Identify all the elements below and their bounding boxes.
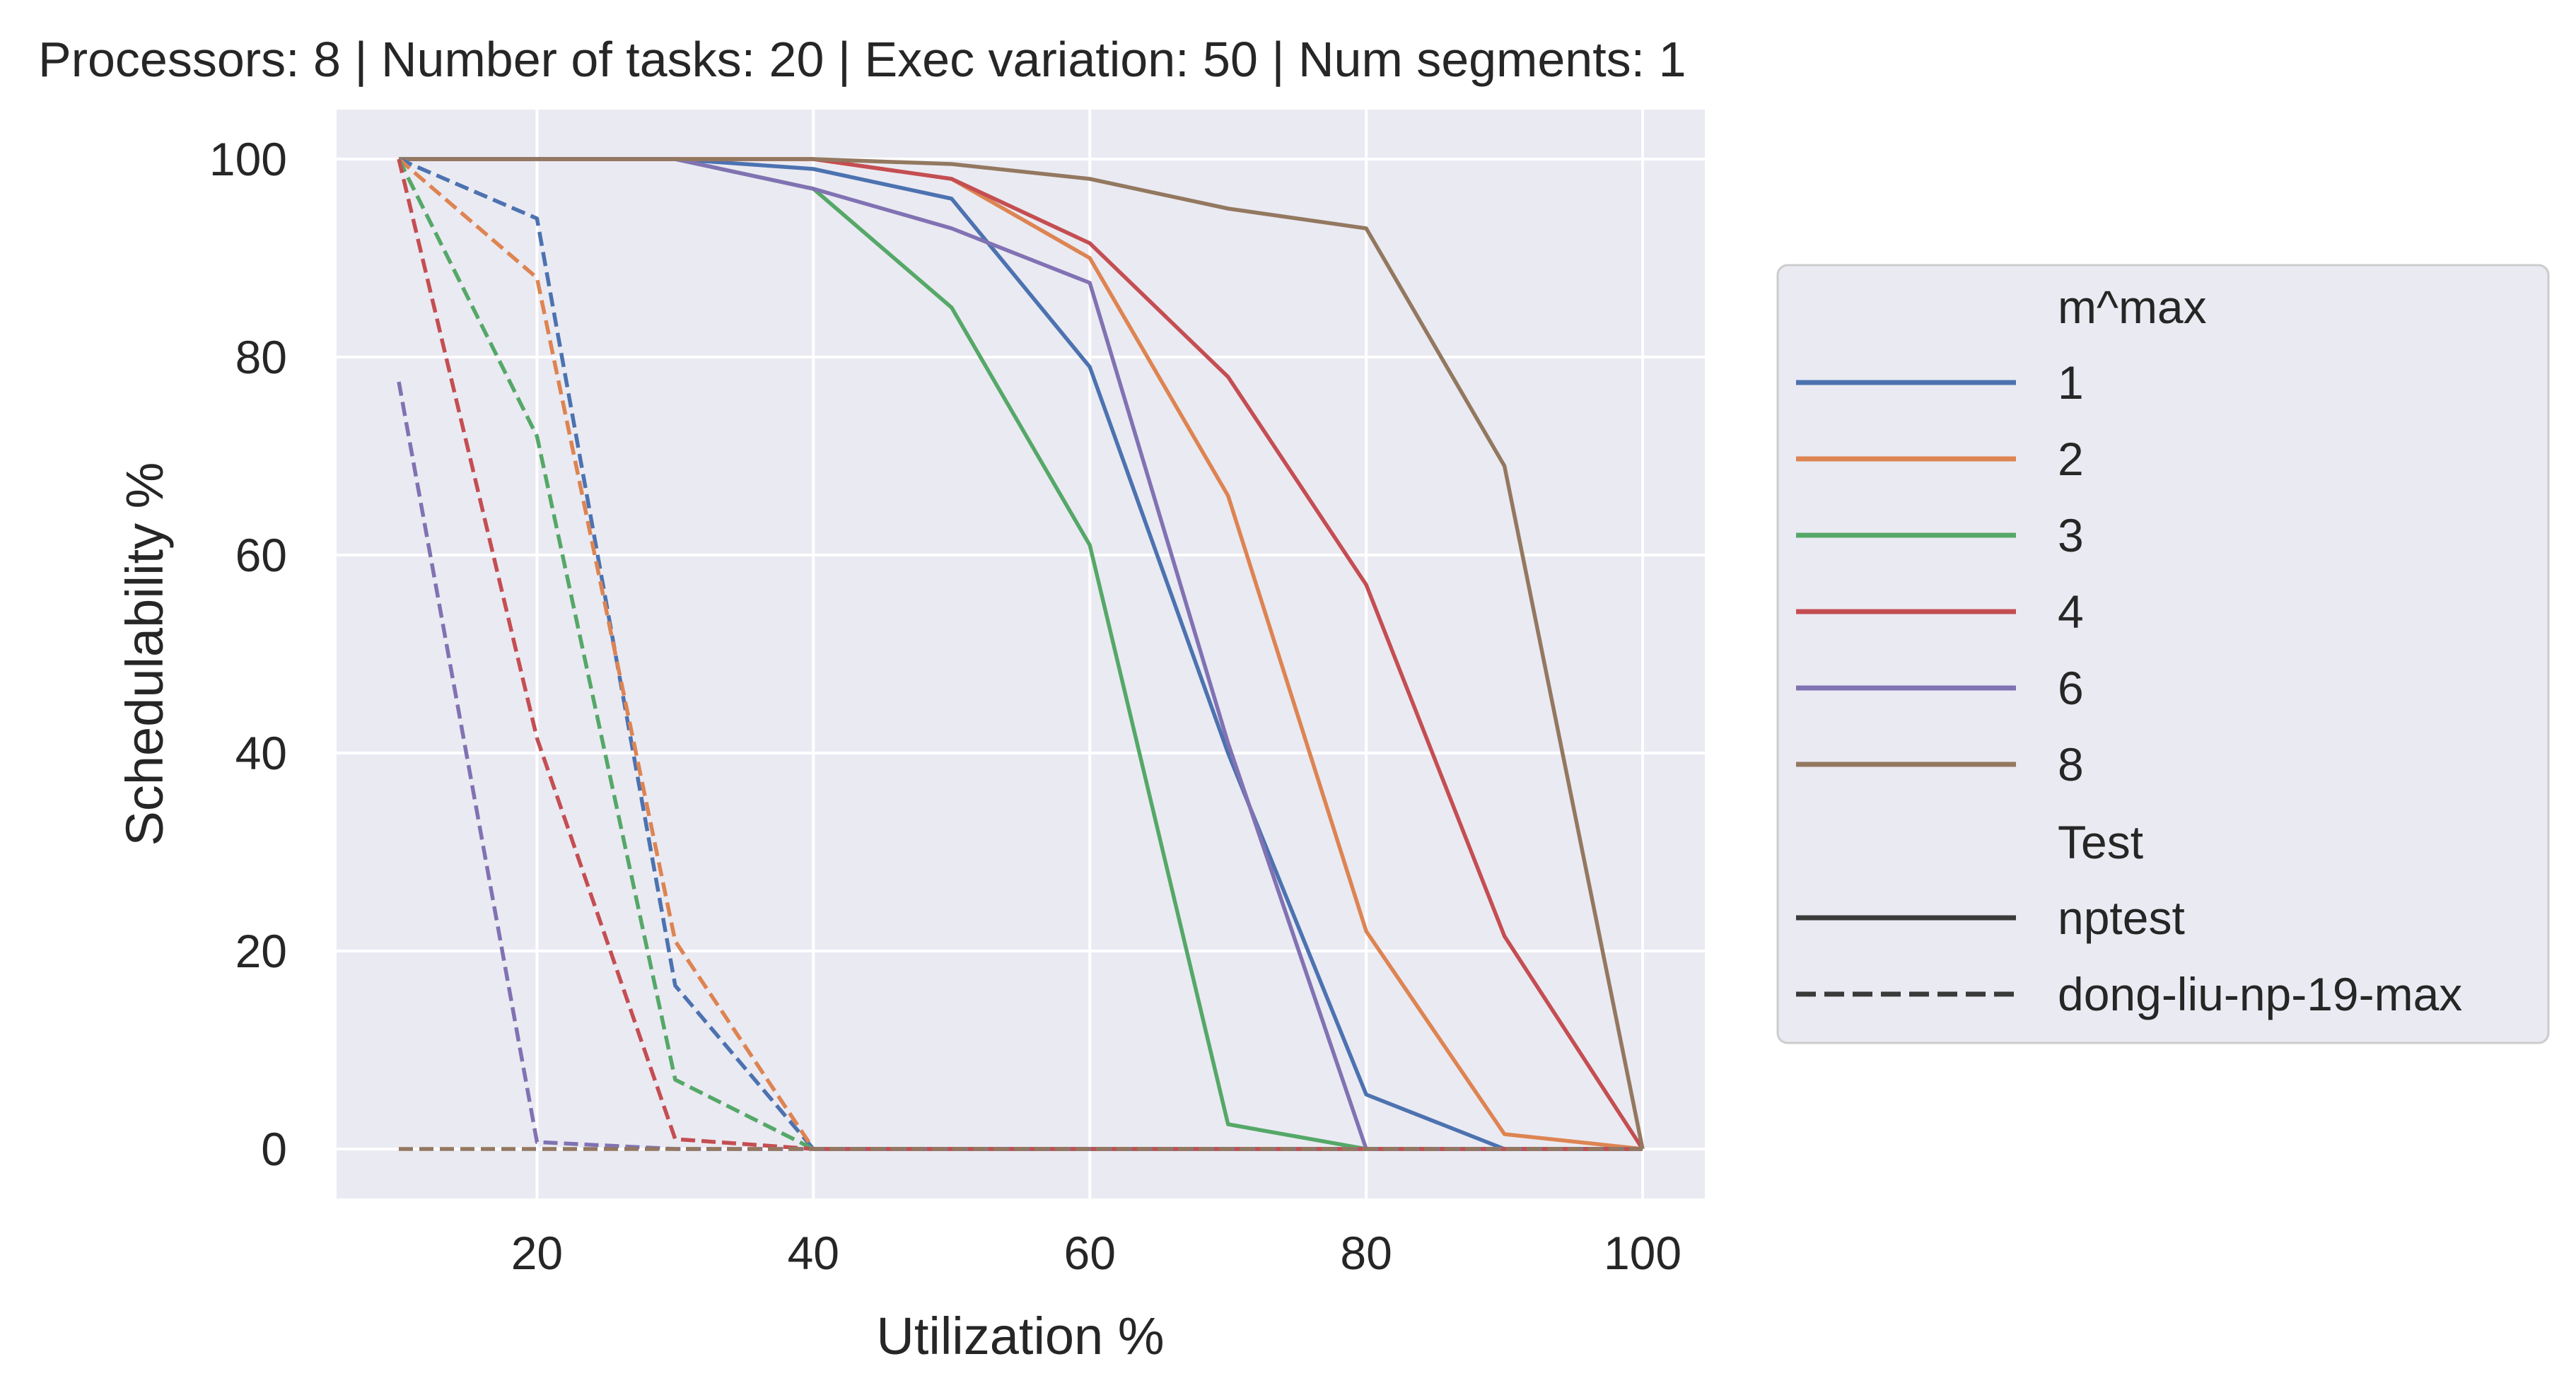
series-lines	[397, 157, 1645, 1151]
y-tick-label: 60	[235, 529, 287, 581]
legend-label-nptest: nptest	[2058, 892, 2185, 944]
legend-label-8: 8	[2058, 738, 2084, 791]
y-tick-label: 40	[235, 727, 287, 779]
y-tick-label: 0	[261, 1123, 287, 1175]
x-tick-label: 100	[1604, 1227, 1682, 1279]
legend-label-2: 2	[2058, 433, 2084, 485]
y-tick-label: 80	[235, 331, 287, 383]
series-line-8-nptest	[399, 157, 1645, 1150]
y-axis-label: Schedulability %	[115, 462, 174, 846]
x-tick-label: 60	[1064, 1227, 1116, 1279]
x-axis-label: Utilization %	[876, 1307, 1164, 1365]
legend-label-6: 6	[2058, 662, 2084, 714]
legend-label-1: 1	[2058, 356, 2084, 409]
plot-area	[337, 110, 1705, 1198]
legend-label-4: 4	[2058, 585, 2084, 638]
legend-style-title: Test	[2058, 816, 2143, 868]
legend-hue-title: m^max	[2058, 281, 2207, 333]
legend-items: 1 2 3 4 6 8 nptest dong-liu-np-19-max	[1796, 356, 2462, 1020]
x-tick-labels: 20 40 60 80 100	[511, 1227, 1682, 1279]
x-tick-label: 40	[788, 1227, 839, 1279]
legend-label-3: 3	[2058, 509, 2084, 561]
y-tick-labels: 0 20 40 60 80 100	[209, 133, 287, 1175]
legend-label-dong-liu-np-19-max: dong-liu-np-19-max	[2058, 968, 2462, 1020]
y-tick-label: 100	[209, 133, 287, 185]
x-tick-label: 80	[1340, 1227, 1392, 1279]
y-tick-label: 20	[235, 925, 287, 977]
legend: m^max 1 2 3 4 6 8 nptest dong-liu-np-19-max Tes…	[1776, 264, 2550, 1044]
x-tick-label: 20	[511, 1227, 563, 1279]
chart-title: Processors: 8 | Number of tasks: 20 | Ex…	[38, 32, 1686, 87]
